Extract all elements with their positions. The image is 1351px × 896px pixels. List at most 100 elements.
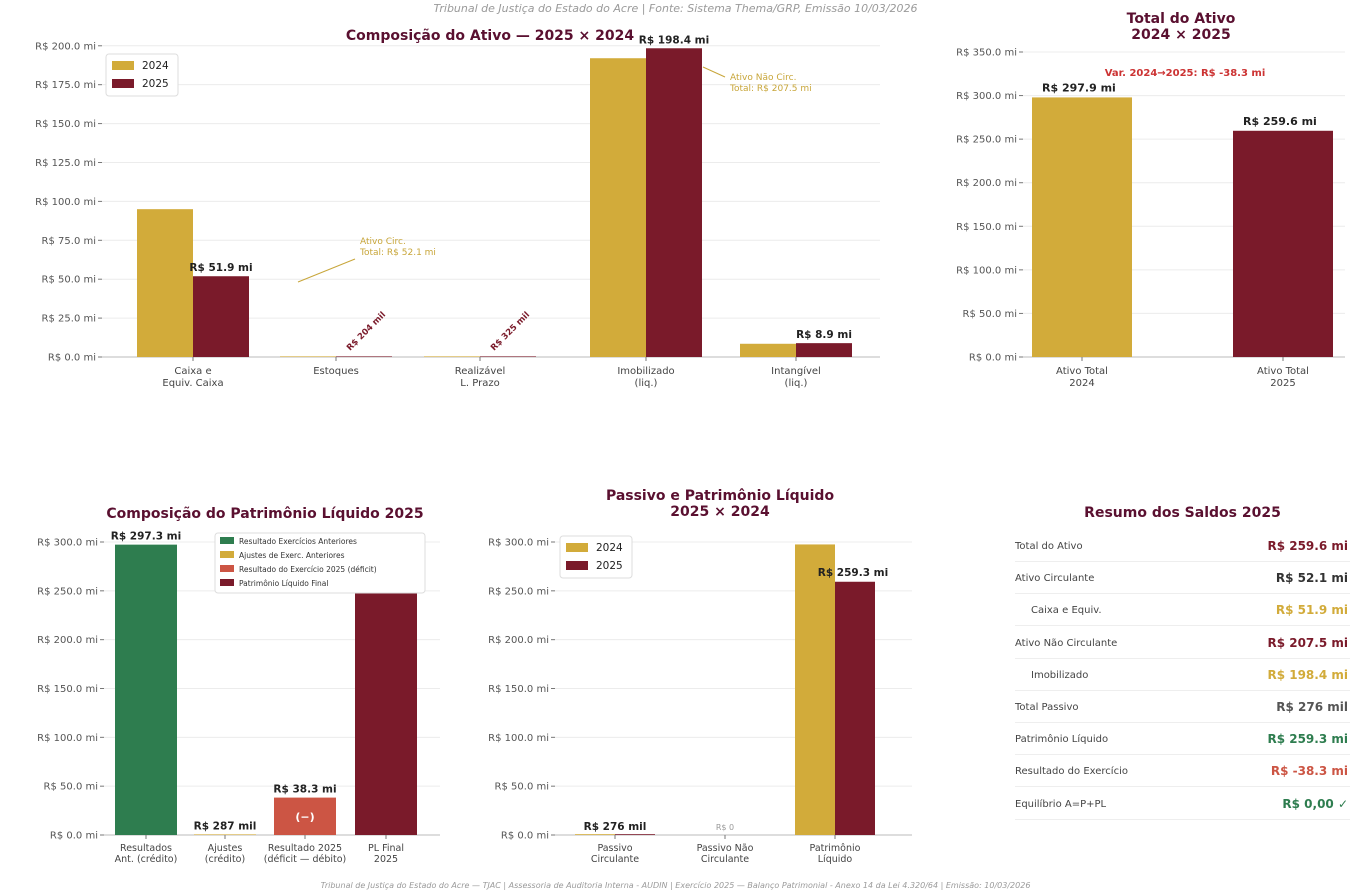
ativo-annotation-arrow (297, 258, 356, 283)
passivo-bar-2025 (615, 834, 655, 835)
summary-row-label: Total Passivo (1015, 702, 1079, 713)
summary-row-value: R$ 51.9 mi (1275, 603, 1348, 618)
pl-data-label: R$ 38.3 mi (273, 784, 336, 796)
pl-legend-swatch (220, 537, 234, 544)
report-footer: Tribunal de Justiça do Estado do Acre — … (320, 881, 1031, 890)
ativo-rotated-label: R$ 204 mil (345, 310, 388, 353)
pl-xtick-label: PL Final 2025 (368, 843, 404, 865)
passivo-data-label: R$ 276 mil (584, 821, 647, 833)
passivo-ytick-label: R$ 200.0 mi (488, 635, 549, 646)
summary-row-label: Caixa e Equiv. (1031, 605, 1102, 617)
summary-row-value: R$ 198.4 mi (1267, 667, 1348, 682)
ativo-bar-2024 (590, 58, 646, 357)
pl-legend-swatch (220, 565, 234, 572)
summary-row: Resultado do Exercício R$ -38.3 mi (1015, 762, 1350, 788)
total-ytick-label: R$ 100.0 mi (956, 265, 1017, 276)
ativo-xtick-label: Estoques (313, 366, 359, 377)
ativo-ytick-label: R$ 50.0 mi (42, 275, 96, 286)
passivo-xtick-label: Passivo Circulante (591, 843, 639, 865)
summary-row-value: R$ 259.6 mi (1267, 539, 1348, 553)
pl-ytick-label: R$ 150.0 mi (37, 684, 98, 695)
summary-row: Equilíbrio A=P+PL R$ 0,00 ✓ (1015, 795, 1350, 820)
ativo-bar-2024 (280, 356, 336, 357)
passivo-legend-swatch (566, 543, 588, 552)
total-bar (1233, 130, 1333, 357)
passivo-ytick-label: R$ 250.0 mi (488, 586, 549, 597)
ativo-legend-swatch (112, 61, 134, 70)
ativo-bar-2025 (193, 276, 249, 357)
total-xtick-label: Ativo Total 2025 (1257, 366, 1309, 389)
pl-legend-label: Resultado do Exercício 2025 (déficit) (239, 565, 377, 574)
total-ytick-label: R$ 300.0 mi (956, 91, 1017, 102)
ativo-annotation-circ: Ativo Circ. Total: R$ 52.1 mi (359, 237, 436, 258)
ativo-ytick-label: R$ 125.0 mi (35, 158, 96, 169)
pl-legend-label: Ajustes de Exerc. Anteriores (239, 551, 345, 560)
pl-data-label: R$ 297.3 mi (111, 531, 181, 543)
passivo-ytick-label: R$ 300.0 mi (488, 538, 549, 549)
passivo-bar-2025 (835, 581, 875, 835)
passivo-xtick-label: Passivo Não Circulante (697, 843, 754, 865)
summary-row: Ativo Não Circulante R$ 207.5 mi (1015, 634, 1350, 659)
summary-row: Ativo Circulante R$ 52.1 mi (1015, 569, 1350, 595)
ativo-xtick-label: Intangível (liq.) (771, 365, 821, 389)
ativo-bar-2024 (424, 356, 480, 357)
ativo-annotation-naocirc: Ativo Não Circ. Total: R$ 207.5 mi (729, 73, 812, 94)
pl-bar (115, 544, 177, 835)
ativo-legend-swatch (112, 79, 134, 88)
summary-row-label: Total do Ativo (1015, 541, 1083, 552)
ativo-xtick-label: Realizável L. Prazo (455, 365, 506, 389)
summary-row-value: R$ 52.1 mi (1275, 571, 1348, 586)
summary-row-label: Equilíbrio A=P+PL (1015, 798, 1107, 810)
ativo-legend-label: 2025 (142, 78, 169, 90)
ativo-data-label: R$ 8.9 mi (796, 329, 852, 341)
chart-total-ativo: Total do Ativo 2024 × 2025 R$ 0.0 mi R$ 50.… (956, 11, 1345, 389)
summary-row-label: Ativo Circulante (1015, 573, 1095, 585)
total-bar (1032, 97, 1132, 357)
pl-legend-swatch (220, 579, 234, 586)
pl-ytick-label: R$ 50.0 mi (44, 782, 98, 793)
pl-xtick-label: Resultados Ant. (crédito) (115, 843, 178, 865)
chart-passivo-pl: Passivo e Patrimônio Líquido 2025 × 2024 R… (488, 488, 912, 865)
total-data-label: R$ 297.9 mi (1042, 81, 1116, 94)
passivo-ytick-label: R$ 100.0 mi (488, 733, 549, 744)
ativo-title: Composição do Ativo — 2025 × 2024 (346, 28, 634, 44)
ativo-data-label: R$ 198.4 mi (639, 34, 709, 46)
ativo-bar-2025 (480, 356, 536, 357)
ativo-ytick-label: R$ 25.0 mi (42, 314, 96, 325)
pl-ytick-label: R$ 0.0 mi (50, 831, 98, 842)
total-ytick-label: R$ 0.0 mi (969, 353, 1017, 364)
pl-ytick-label: R$ 250.0 mi (37, 586, 98, 597)
ativo-bar-2025 (336, 356, 392, 357)
summary-row-label: Imobilizado (1031, 669, 1089, 681)
total-ytick-label: R$ 200.0 mi (956, 178, 1017, 189)
total-data-label: R$ 259.6 mi (1243, 115, 1317, 128)
summary-title: Resumo dos Saldos 2025 (1084, 505, 1281, 521)
total-ytick-label: R$ 250.0 mi (956, 135, 1017, 146)
summary-row-value: R$ -38.3 mi (1270, 764, 1348, 779)
ativo-legend-label: 2024 (142, 60, 169, 72)
chart-ativo: Composição do Ativo — 2025 × 2024 R$ 0.0 … (35, 28, 880, 389)
ativo-bar-2025 (646, 48, 702, 358)
pl-data-label: R$ 287 mil (194, 820, 257, 832)
total-ytick-label: R$ 350.0 mi (956, 48, 1017, 59)
passivo-legend-label: 2025 (596, 560, 623, 572)
summary-row: Total do Ativo R$ 259.6 mi (1015, 537, 1350, 562)
summary-row-label: Ativo Não Circulante (1015, 637, 1118, 649)
pl-bar (194, 834, 256, 835)
ativo-bar-2025 (796, 343, 852, 357)
summary-row-label: Resultado do Exercício (1015, 766, 1128, 778)
summary-row-label: Patrimônio Líquido (1015, 734, 1109, 746)
passivo-bar-2024 (575, 834, 615, 835)
pl-bar (355, 581, 417, 835)
summary-row: Caixa e Equiv. R$ 51.9 mi (1015, 601, 1350, 627)
passivo-xtick-label: Patrimônio Líquido (810, 843, 861, 865)
summary-row: Total Passivo R$ 276 mil (1015, 698, 1350, 723)
pl-ytick-label: R$ 300.0 mi (37, 538, 98, 549)
ativo-ytick-label: R$ 100.0 mi (35, 197, 96, 208)
summary-row: Patrimônio Líquido R$ 259.3 mi (1015, 730, 1350, 756)
passivo-bar-2024 (795, 544, 835, 835)
passivo-ytick-label: R$ 50.0 mi (495, 782, 549, 793)
summary-row-value: R$ 207.5 mi (1267, 635, 1348, 650)
ativo-ytick-label: R$ 75.0 mi (42, 236, 96, 247)
summary-row-value: R$ 259.3 mi (1267, 732, 1348, 747)
